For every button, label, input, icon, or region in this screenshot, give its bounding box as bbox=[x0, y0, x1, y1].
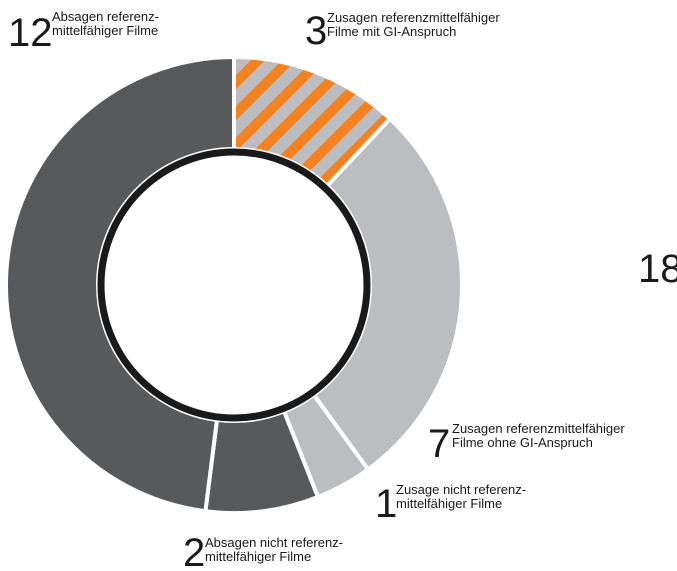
category-label: Zusagen referenzmittelfähiger bbox=[327, 10, 500, 25]
category-label: Absagen nicht referenz- bbox=[205, 535, 343, 550]
category-label: Zusage nicht referenz- bbox=[396, 482, 526, 497]
inner-ring bbox=[97, 148, 371, 422]
value-label: 3 bbox=[305, 9, 327, 53]
value-label: 12 bbox=[8, 11, 53, 55]
category-label: mittelfähiger Filme bbox=[205, 549, 311, 564]
category-label: mittelfähiger Filme bbox=[396, 496, 502, 511]
category-label: Zusagen referenzmittelfähiger bbox=[452, 421, 625, 436]
category-label: Filme ohne GI-Anspruch bbox=[452, 435, 593, 450]
category-label: Filme mit GI-Anspruch bbox=[327, 24, 456, 39]
category-label: mittelfähiger Filme bbox=[52, 23, 158, 38]
value-label: 1 bbox=[375, 482, 397, 526]
category-label: Absagen referenz- bbox=[52, 9, 159, 24]
total-label: 18 bbox=[638, 247, 677, 291]
value-label: 7 bbox=[428, 422, 450, 466]
value-label: 2 bbox=[183, 531, 205, 571]
